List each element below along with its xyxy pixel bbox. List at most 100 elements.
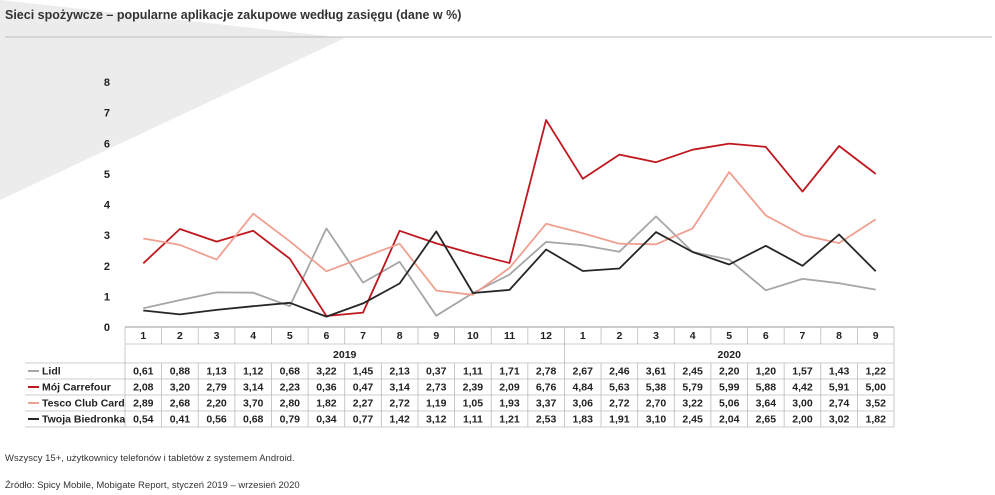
x-tick-label: 9 — [433, 330, 439, 342]
data-cell: 2,39 — [463, 382, 484, 394]
series-name: Tesco Club Card — [42, 398, 125, 410]
decorative-triangle — [0, 0, 345, 200]
data-cell: 1,82 — [316, 398, 337, 410]
x-tick-label: 6 — [763, 330, 769, 342]
data-cell: 0,56 — [206, 414, 227, 426]
data-cell: 1,05 — [463, 398, 484, 410]
data-cell: 2,70 — [646, 398, 667, 410]
data-cell: 2,68 — [170, 398, 191, 410]
data-cell: 1,22 — [865, 366, 886, 378]
data-cell: 3,22 — [316, 366, 337, 378]
data-cell: 3,52 — [865, 398, 886, 410]
data-cell: 2,20 — [719, 366, 740, 378]
data-cell: 3,14 — [389, 382, 410, 394]
data-cell: 0,36 — [316, 382, 337, 394]
data-cell: 0,68 — [243, 414, 264, 426]
data-cell: 1,13 — [206, 366, 227, 378]
data-cell: 2,20 — [206, 398, 227, 410]
x-tick-label: 7 — [360, 330, 366, 342]
y-tick-label: 7 — [104, 108, 110, 120]
x-tick-label: 8 — [397, 330, 403, 342]
series-name: Lidl — [42, 366, 61, 378]
x-tick-label: 4 — [690, 330, 696, 342]
data-cell: 2,74 — [829, 398, 850, 410]
data-cell: 0,37 — [426, 366, 447, 378]
data-cell: 2,79 — [206, 382, 227, 394]
data-cell: 0,77 — [353, 414, 374, 426]
data-cell: 5,63 — [609, 382, 630, 394]
data-cell: 5,06 — [719, 398, 740, 410]
data-cell: 1,57 — [792, 366, 813, 378]
data-cell: 2,27 — [353, 398, 374, 410]
data-cell: 3,70 — [243, 398, 264, 410]
data-cell: 2,46 — [609, 366, 630, 378]
data-cell: 1,11 — [463, 366, 483, 378]
data-cell: 0,41 — [170, 414, 191, 426]
data-cell: 1,83 — [573, 414, 594, 426]
x-tick-label: 5 — [726, 330, 732, 342]
data-cell: 3,20 — [170, 382, 191, 394]
data-cell: 1,91 — [609, 414, 630, 426]
data-cell: 6,76 — [536, 382, 557, 394]
data-cell: 3,37 — [536, 398, 557, 410]
data-cell: 2,72 — [389, 398, 410, 410]
data-cell: 1,20 — [756, 366, 777, 378]
x-tick-label: 9 — [873, 330, 879, 342]
data-cell: 1,71 — [499, 366, 520, 378]
data-cell: 2,09 — [499, 382, 520, 394]
data-cell: 0,34 — [316, 414, 337, 426]
y-tick-label: 3 — [104, 230, 110, 242]
y-tick-label: 2 — [104, 261, 110, 273]
series-line — [143, 215, 876, 317]
data-cell: 3,61 — [646, 366, 667, 378]
x-tick-label: 1 — [580, 330, 586, 342]
data-cell: 1,19 — [426, 398, 447, 410]
series-lines — [142, 119, 877, 318]
data-cell: 2,04 — [719, 414, 740, 426]
x-tick-label: 7 — [800, 330, 806, 342]
year-label: 2019 — [333, 349, 357, 361]
data-cell: 2,53 — [536, 414, 557, 426]
y-tick-label: 0 — [104, 322, 110, 334]
x-tick-label: 2 — [177, 330, 183, 342]
data-cell: 1,93 — [499, 398, 520, 410]
data-cell: 3,06 — [573, 398, 594, 410]
data-cell: 1,11 — [463, 414, 483, 426]
data-cell: 1,42 — [389, 414, 410, 426]
data-cell: 1,82 — [865, 414, 886, 426]
data-cell: 3,02 — [829, 414, 850, 426]
series-line — [143, 230, 877, 318]
data-cell: 4,42 — [792, 382, 813, 394]
y-tick-label: 5 — [104, 169, 110, 181]
x-tick-label: 6 — [323, 330, 329, 342]
data-cell: 2,00 — [792, 414, 813, 426]
x-tick-label: 3 — [653, 330, 659, 342]
y-tick-label: 1 — [104, 291, 110, 303]
data-cell: 5,00 — [865, 382, 886, 394]
series-name: Twoja Biedronka — [42, 414, 125, 426]
x-tick-label: 12 — [540, 330, 552, 342]
data-cell: 1,21 — [499, 414, 520, 426]
data-cell: 3,14 — [243, 382, 264, 394]
data-cell: 4,84 — [573, 382, 594, 394]
y-tick-label: 8 — [104, 77, 110, 89]
data-cell: 3,64 — [756, 398, 777, 410]
data-cell: 1,45 — [353, 366, 374, 378]
source-note: Źródło: Spicy Mobile, Mobigate Report, s… — [5, 480, 300, 491]
data-cell: 3,12 — [426, 414, 447, 426]
data-cell: 2,45 — [682, 366, 703, 378]
year-label: 2020 — [718, 349, 742, 361]
data-cell: 2,45 — [682, 414, 703, 426]
data-cell: 3,22 — [682, 398, 703, 410]
data-cell: 2,13 — [389, 366, 410, 378]
data-cell: 0,47 — [353, 382, 374, 394]
data-cell: 0,54 — [133, 414, 154, 426]
data-cell: 2,23 — [280, 382, 301, 394]
data-cell: 5,88 — [756, 382, 777, 394]
data-cell: 5,91 — [829, 382, 850, 394]
x-tick-label: 5 — [287, 330, 293, 342]
x-tick-label: 1 — [140, 330, 146, 342]
footnote: Wszyscy 15+, użytkownicy telefonów i tab… — [5, 453, 295, 464]
